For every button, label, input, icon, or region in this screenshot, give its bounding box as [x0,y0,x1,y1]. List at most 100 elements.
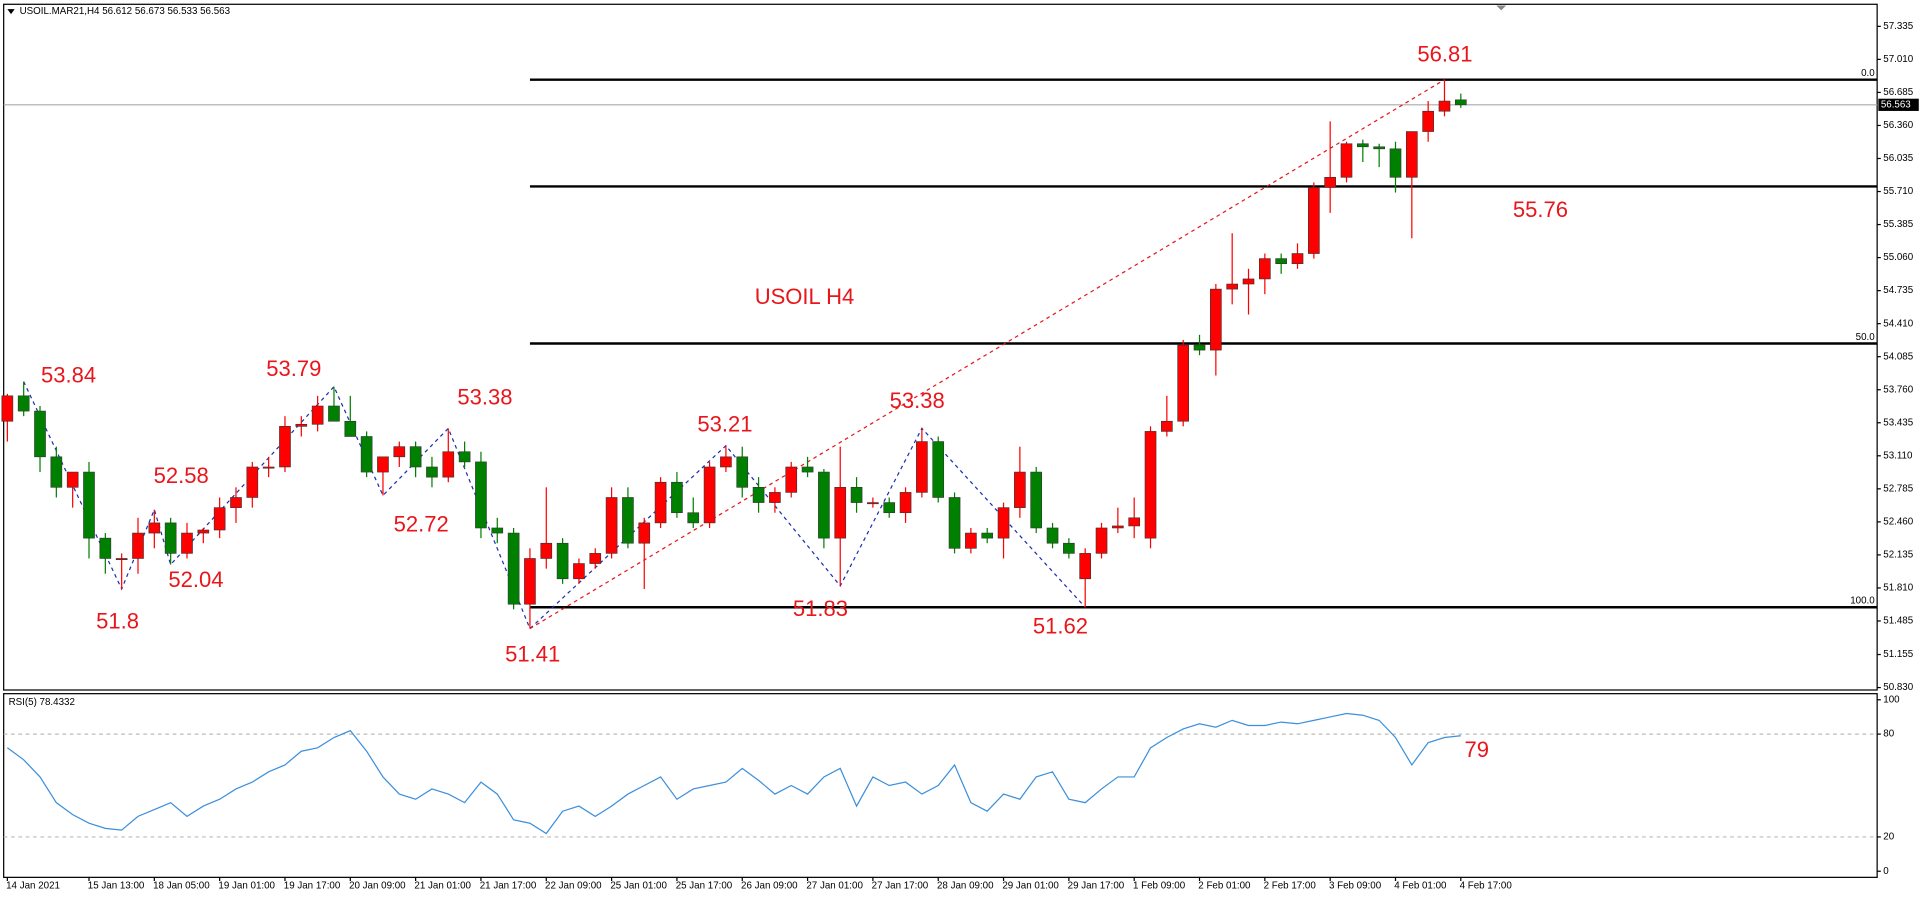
candle-body [230,497,242,508]
candle-body [1357,143,1369,148]
x-tick-label: 25 Jan 01:00 [610,881,667,892]
candle-body [1291,253,1304,264]
rsi-panel [3,693,1878,878]
rsi-tick-label: 100 [1883,694,1900,705]
x-tick-label: 2 Feb 01:00 [1198,881,1251,892]
candle-body [671,481,683,514]
candle-body [295,423,308,427]
x-tick-label: 3 Feb 09:00 [1329,881,1382,892]
candle-body [1112,525,1124,529]
candle-body [1063,542,1075,554]
candle-body [1030,471,1043,529]
annotation: 51.62 [1033,613,1088,638]
candle-body [769,492,781,503]
candle-body [916,441,928,493]
fib-trend [529,79,1445,630]
candle-body [622,497,634,544]
x-tick-label: 19 Jan 01:00 [218,881,275,892]
candle-body [34,410,46,458]
candle-body [867,502,879,505]
rsi-tick-label: 80 [1883,729,1894,740]
candle-body [785,466,798,493]
x-tick-label: 21 Jan 01:00 [414,881,471,892]
price-box [1878,98,1919,111]
candle-body [409,446,422,468]
x-tick-label: 18 Jan 05:00 [153,881,210,892]
candle-body [246,466,259,498]
candle-body [654,481,667,524]
y-tick-label: 56.360 [1883,120,1913,131]
annotation: 79 [1464,737,1489,762]
x-tick-label: 22 Jan 09:00 [545,881,602,892]
header: USOIL.MAR21,H4 56.612 56.673 56.533 56.5… [20,6,231,17]
candle-body [442,451,455,478]
x-tick-label: 20 Jan 09:00 [349,881,406,892]
candle-body [687,512,700,524]
y-tick-label: 52.460 [1883,516,1913,527]
candle-body [1177,344,1190,422]
candle-body [475,461,487,529]
y-tick-label: 53.435 [1883,417,1913,428]
x-tick-label: 28 Jan 09:00 [937,881,994,892]
y-tick-label: 56.035 [1883,153,1913,164]
y-tick-label: 57.335 [1883,21,1913,32]
candle-body [1161,420,1173,432]
fib-label: 50.0 [1856,332,1876,343]
candle-body [115,558,128,560]
candle-body [801,466,814,473]
candle-body [458,451,471,463]
x-tick-label: 29 Jan 17:00 [1068,881,1125,892]
candle-body [1308,187,1320,254]
candle-body [1259,258,1271,280]
candle-body [720,456,732,468]
candle-body [1128,517,1141,527]
candle-body [1144,431,1157,539]
candle-body [1438,100,1451,112]
x-tick-label: 4 Feb 01:00 [1394,881,1447,892]
y-tick-label: 52.785 [1883,483,1913,494]
rsi-tick-label: 20 [1883,832,1894,843]
candle-body [1079,553,1092,580]
candle-body [1095,527,1108,554]
candle-body [1014,471,1026,508]
candle-body [736,456,749,488]
candle-body [262,466,275,469]
candle-body [1046,527,1059,544]
x-tick-label: 27 Jan 01:00 [806,881,863,892]
candle-body [850,487,863,503]
candle-body [197,529,210,534]
candle-body [181,532,193,554]
y-tick-label: 52.135 [1883,550,1913,561]
chart-title: USOIL H4 [755,284,855,309]
candle-body [752,487,765,503]
annotation: 55.76 [1513,197,1568,222]
candle-body [99,537,112,559]
y-tick-label: 51.810 [1883,583,1913,594]
candle-body [279,426,291,468]
x-tick-label: 26 Jan 09:00 [741,881,798,892]
candle-body [1242,278,1255,285]
x-tick-label: 4 Feb 17:00 [1460,881,1513,892]
annotation: 56.81 [1417,42,1472,67]
fib-label: 100.0 [1850,596,1875,607]
candle-body [393,446,406,458]
candle-body [507,532,520,605]
candle-body [1373,146,1385,150]
candle-body [360,436,373,473]
candle-body [965,532,977,549]
x-tick-label: 2 Feb 17:00 [1264,881,1317,892]
candle-body [899,492,912,514]
candle-body [66,471,79,488]
x-tick-label: 14 Jan 2021 [6,881,60,892]
candle-body [981,532,994,539]
candle-body [1275,258,1287,264]
candle-body [491,527,504,534]
candle-body [834,487,847,539]
annotation: 53.38 [457,384,512,409]
y-tick-label: 53.110 [1883,450,1913,461]
x-tick-label: 15 Jan 13:00 [88,881,145,892]
candle-body [818,471,830,539]
annotation: 51.8 [96,608,139,633]
y-tick-label: 56.685 [1883,87,1913,98]
